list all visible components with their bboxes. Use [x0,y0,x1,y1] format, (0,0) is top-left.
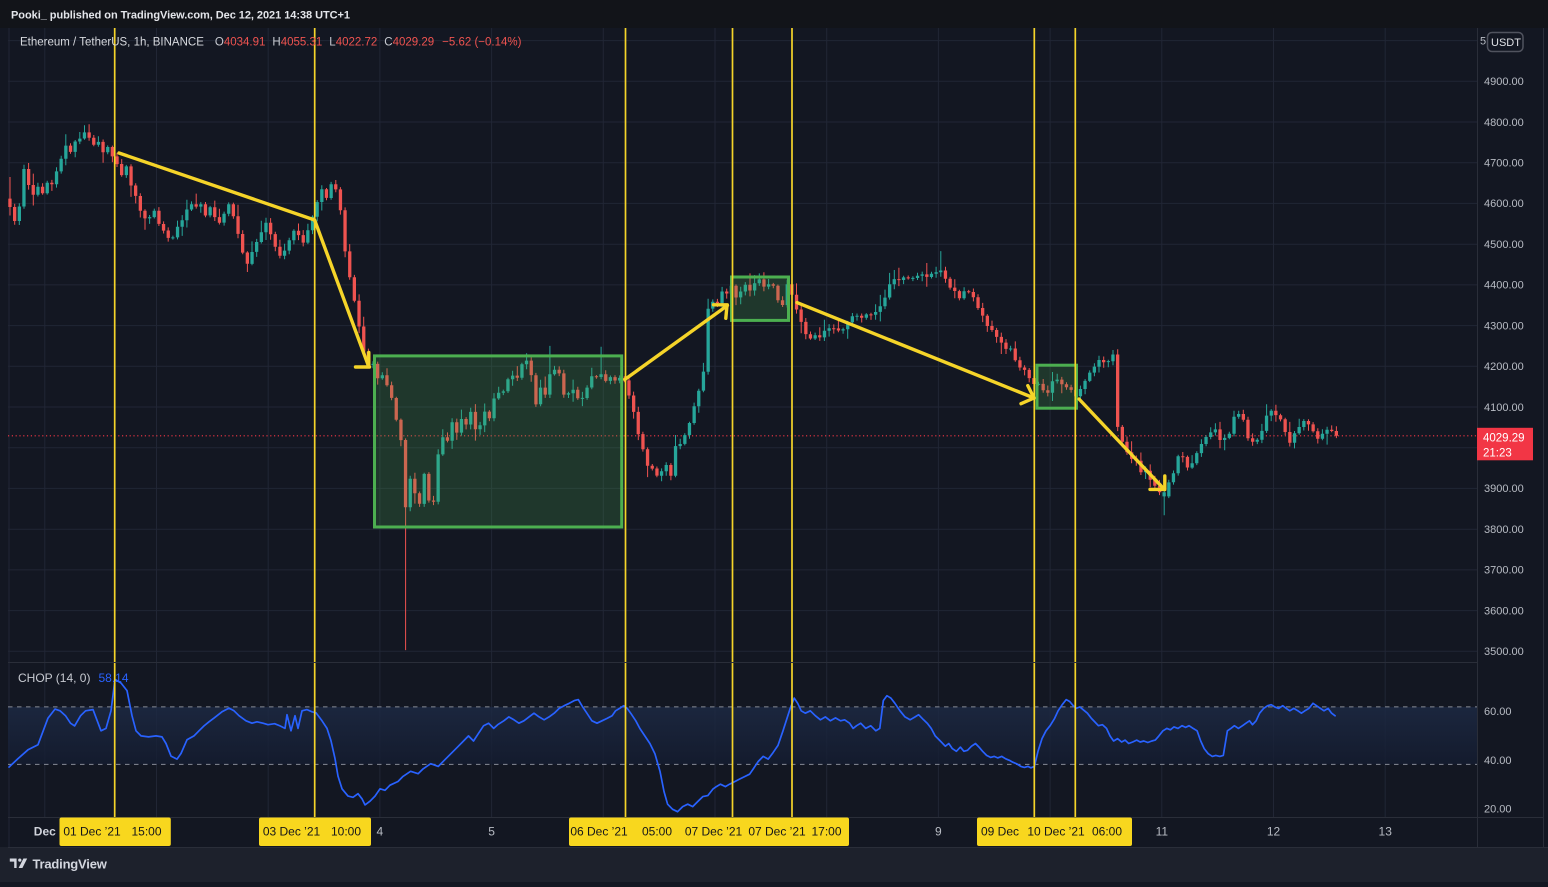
svg-text:4800.00: 4800.00 [1484,117,1524,129]
svg-text:11: 11 [1156,825,1169,839]
svg-text:Pooki_ published on TradingVie: Pooki_ published on TradingView.com, Dec… [11,10,350,22]
svg-text:3800.00: 3800.00 [1484,524,1524,536]
svg-text:09 Dec: 09 Dec [981,825,1019,839]
svg-text:4400.00: 4400.00 [1484,280,1524,292]
svg-text:60.00: 60.00 [1484,706,1512,718]
svg-text:20.00: 20.00 [1484,804,1512,816]
svg-text:10:00: 10:00 [331,825,361,839]
svg-text:4300.00: 4300.00 [1484,320,1524,332]
svg-text:3900.00: 3900.00 [1484,483,1524,495]
svg-text:4900.00: 4900.00 [1484,76,1524,88]
svg-text:4: 4 [377,825,384,839]
svg-text:10 Dec ’21: 10 Dec ’21 [1027,825,1085,839]
svg-text:17:00: 17:00 [811,825,841,839]
svg-text:4029.29: 4029.29 [1483,432,1525,444]
svg-text:9: 9 [935,825,942,839]
svg-text:4500.00: 4500.00 [1484,239,1524,251]
svg-text:40.00: 40.00 [1484,755,1512,767]
svg-text:21:23: 21:23 [1483,447,1512,459]
svg-text:3500.00: 3500.00 [1484,646,1524,658]
svg-text:07 Dec ’21: 07 Dec ’21 [748,825,806,839]
svg-text:01 Dec ’21: 01 Dec ’21 [63,825,121,839]
svg-text:03 Dec ’21: 03 Dec ’21 [263,825,321,839]
svg-text:15:00: 15:00 [131,825,161,839]
svg-text:3700.00: 3700.00 [1484,565,1524,577]
svg-text:5: 5 [488,825,495,839]
svg-text:05:00: 05:00 [642,825,672,839]
svg-text:4700.00: 4700.00 [1484,158,1524,170]
svg-text:Ethereum / TetherUS, 1h, BINAN: Ethereum / TetherUS, 1h, BINANCE O4034.91… [20,37,522,49]
svg-text:TradingView: TradingView [33,856,108,871]
svg-text:06:00: 06:00 [1092,825,1122,839]
svg-text:4200.00: 4200.00 [1484,361,1524,373]
svg-text:13: 13 [1379,825,1393,839]
svg-text:CHOP (14, 0)58.14: CHOP (14, 0) 58.14 [18,671,129,685]
svg-text:Dec: Dec [34,825,56,839]
svg-text:USDT: USDT [1491,37,1521,49]
svg-text:12: 12 [1267,825,1281,839]
svg-text:3600.00: 3600.00 [1484,605,1524,617]
svg-text:06 Dec ’21: 06 Dec ’21 [570,825,628,839]
svg-text:4600.00: 4600.00 [1484,198,1524,210]
svg-text:4100.00: 4100.00 [1484,402,1524,414]
svg-text:07 Dec ’21: 07 Dec ’21 [685,825,743,839]
